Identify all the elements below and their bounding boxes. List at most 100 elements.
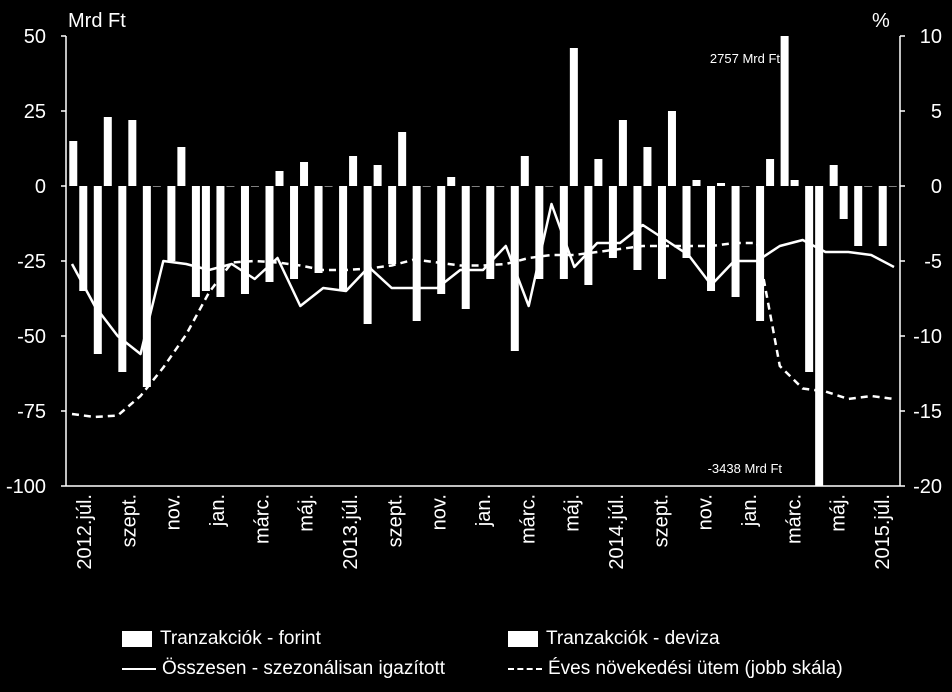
legend-label-forint: Tranzakciók - forint bbox=[160, 628, 321, 649]
left-tick-label: 0 bbox=[35, 176, 46, 198]
bar-deviza bbox=[545, 186, 554, 187]
legend-swatch-deviza bbox=[508, 631, 538, 647]
bar-deviza bbox=[373, 165, 382, 186]
legend-item-forint: Tranzakciók - forint bbox=[122, 626, 321, 652]
bar-forint bbox=[535, 186, 544, 279]
bar-forint bbox=[216, 186, 225, 297]
right-tick-label: -10 bbox=[913, 326, 942, 348]
bar-deviza bbox=[741, 186, 750, 187]
right-tick-label: -5 bbox=[924, 251, 942, 273]
bar-deviza bbox=[888, 186, 897, 187]
annotation-bottom: -3438 Mrd Ft bbox=[708, 461, 783, 476]
bar-forint bbox=[191, 186, 200, 297]
left-axis-unit: Mrd Ft bbox=[68, 10, 126, 32]
bars-group bbox=[69, 36, 897, 486]
x-tick-label: szept. bbox=[384, 494, 406, 547]
legend-swatch-eves bbox=[508, 668, 542, 670]
left-tick-label: 25 bbox=[24, 101, 46, 123]
left-tick-label: -25 bbox=[17, 251, 46, 273]
legend-swatch-osszesen bbox=[122, 668, 156, 670]
bar-forint bbox=[756, 186, 765, 321]
bar-forint bbox=[780, 36, 789, 186]
bar-forint bbox=[486, 186, 495, 279]
bar-forint bbox=[584, 186, 593, 285]
bar-forint bbox=[363, 186, 372, 324]
bar-deviza bbox=[103, 117, 112, 186]
legend-item-eves: Éves növekedési ütem (jobb skála) bbox=[508, 656, 843, 682]
bar-deviza bbox=[324, 186, 333, 187]
bar-deviza bbox=[692, 180, 701, 186]
bar-forint bbox=[290, 186, 299, 279]
x-tick-label: máj. bbox=[828, 494, 850, 532]
bar-deviza bbox=[815, 186, 824, 486]
x-tick-label: márc. bbox=[783, 494, 805, 544]
bar-deviza bbox=[864, 186, 873, 187]
left-tick-label: -50 bbox=[17, 326, 46, 348]
legend-item-deviza: Tranzakciók - deviza bbox=[508, 626, 720, 652]
bar-deviza bbox=[422, 186, 431, 187]
bar-forint bbox=[559, 186, 568, 279]
bar-deviza bbox=[569, 48, 578, 186]
x-tick-label: márc. bbox=[251, 494, 273, 544]
bar-forint bbox=[805, 186, 814, 372]
annotation-top: 2757 Mrd Ft bbox=[710, 51, 780, 66]
right-tick-label: 0 bbox=[931, 176, 942, 198]
chart: 50250-25-50-75-1001050-5-10-15-202012.jú… bbox=[6, 10, 942, 570]
bar-deviza bbox=[250, 186, 259, 187]
x-tick-label: nov. bbox=[429, 494, 451, 530]
bar-deviza bbox=[349, 156, 358, 186]
bar-forint bbox=[878, 186, 887, 246]
left-tick-label: 50 bbox=[24, 26, 46, 48]
x-tick-label: 2012.júl. bbox=[74, 494, 96, 570]
bar-forint bbox=[437, 186, 446, 294]
bar-deviza bbox=[766, 159, 775, 186]
bar-deviza bbox=[177, 147, 186, 186]
axes-group: 50250-25-50-75-1001050-5-10-15-202012.jú… bbox=[6, 26, 942, 570]
right-axis-unit: % bbox=[872, 10, 890, 32]
x-tick-label: máj. bbox=[296, 494, 318, 532]
bar-forint bbox=[608, 186, 617, 258]
bar-forint bbox=[265, 186, 274, 282]
legend-item-osszesen: Összesen - szezonálisan igazított bbox=[122, 656, 445, 682]
right-tick-label: -15 bbox=[913, 401, 942, 423]
bar-forint bbox=[142, 186, 151, 387]
bar-forint bbox=[314, 186, 323, 273]
bar-forint bbox=[118, 186, 127, 372]
right-tick-label: 10 bbox=[920, 26, 942, 48]
bar-forint bbox=[339, 186, 348, 291]
bar-forint bbox=[388, 186, 397, 264]
bar-deviza bbox=[643, 147, 652, 186]
bar-forint bbox=[829, 165, 838, 186]
bar-forint bbox=[167, 186, 176, 261]
bar-deviza bbox=[790, 180, 799, 186]
bar-forint bbox=[461, 186, 470, 309]
x-tick-label: szept. bbox=[118, 494, 140, 547]
bar-deviza bbox=[398, 132, 407, 186]
line-osszesen bbox=[70, 202, 895, 356]
x-tick-label: nov. bbox=[695, 494, 717, 530]
bar-deviza bbox=[717, 183, 726, 186]
x-tick-label: 2014.júl. bbox=[606, 494, 628, 570]
x-tick-label: márc. bbox=[517, 494, 539, 544]
bar-deviza bbox=[275, 171, 284, 186]
bar-forint bbox=[240, 186, 249, 294]
right-tick-label: -20 bbox=[913, 476, 942, 498]
legend-label-osszesen: Összesen - szezonálisan igazított bbox=[162, 658, 446, 679]
bar-forint bbox=[412, 186, 421, 321]
bar-deviza bbox=[471, 186, 480, 187]
lines-group bbox=[70, 202, 895, 419]
bar-deviza bbox=[618, 120, 627, 186]
bar-deviza bbox=[447, 177, 456, 186]
legend: Tranzakciók - forint Tranzakciók - deviz… bbox=[0, 618, 952, 692]
bar-forint bbox=[657, 186, 666, 279]
bar-forint bbox=[682, 186, 691, 258]
bar-deviza bbox=[300, 162, 309, 186]
bar-deviza bbox=[79, 186, 88, 291]
x-tick-label: máj. bbox=[562, 494, 584, 532]
bar-deviza bbox=[520, 156, 529, 186]
bar-forint bbox=[731, 186, 740, 297]
legend-swatch-forint bbox=[122, 631, 152, 647]
right-tick-label: 5 bbox=[931, 101, 942, 123]
x-tick-label: nov. bbox=[163, 494, 185, 530]
x-tick-label: 2013.júl. bbox=[340, 494, 362, 570]
